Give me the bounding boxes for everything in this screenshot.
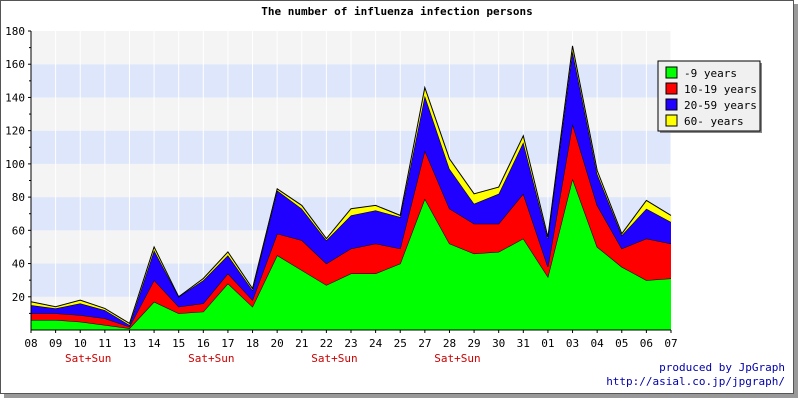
chart-plot: 20 40 60 80 100 120 140 160 180 08 09 10 11 13 14 15 16 1… — [5, 25, 762, 365]
y-tick-label: 160 — [5, 58, 25, 71]
weekend-label: Sat+Sun — [65, 352, 111, 365]
x-tick-label: 17 — [221, 337, 234, 350]
legend-label-1: 10-19 years — [684, 83, 757, 96]
y-tick-label: 120 — [5, 125, 25, 138]
y-tick-label: 20 — [12, 291, 25, 304]
credit-line-2: http://asial.co.jp/jpgraph/ — [606, 375, 785, 388]
x-tick-label: 27 — [418, 337, 431, 350]
x-tick-label: 25 — [394, 337, 407, 350]
y-tick-label: 140 — [5, 91, 25, 104]
weekend-label: Sat+Sun — [434, 352, 480, 365]
x-tick-label: 11 — [98, 337, 111, 350]
x-tick-label: 10 — [74, 337, 87, 350]
x-tick-label: 18 — [246, 337, 259, 350]
series-area-0 — [31, 178, 671, 330]
x-tick-label: 09 — [49, 337, 62, 350]
chart-frame: The number of influenza infection person… — [0, 0, 794, 394]
x-tick-label: 05 — [615, 337, 628, 350]
x-tick-label: 07 — [664, 337, 677, 350]
y-tick-label: 60 — [12, 224, 25, 237]
x-tick-label: 21 — [295, 337, 308, 350]
x-tick-label: 28 — [443, 337, 456, 350]
x-tick-label: 13 — [123, 337, 136, 350]
legend-swatch-2 — [665, 98, 678, 111]
legend-swatch-0 — [665, 66, 678, 79]
x-tick-label: 23 — [344, 337, 357, 350]
x-tick-label: 30 — [492, 337, 505, 350]
x-tick-label: 03 — [566, 337, 579, 350]
legend-label-2: 20-59 years — [684, 99, 757, 112]
weekend-label: Sat+Sun — [188, 352, 234, 365]
credit-line-1: produced by JpGraph — [659, 361, 785, 374]
x-tick-label: 16 — [197, 337, 210, 350]
x-tick-label: 14 — [147, 337, 161, 350]
legend-label-3: 60- years — [684, 115, 744, 128]
y-tick-label: 80 — [12, 191, 25, 204]
y-tick-label: 180 — [5, 25, 25, 38]
y-tick-label: 100 — [5, 158, 25, 171]
x-tick-label: 06 — [640, 337, 653, 350]
x-tick-label: 22 — [320, 337, 333, 350]
series-line-3 — [30, 45, 672, 325]
x-tick-label: 29 — [467, 337, 480, 350]
legend-swatch-1 — [665, 82, 678, 95]
x-tick-label: 08 — [24, 337, 37, 350]
x-tick-label: 04 — [591, 337, 605, 350]
y-tick-label: 40 — [12, 258, 25, 271]
x-tick-label: 20 — [271, 337, 284, 350]
legend-label-0: -9 years — [684, 67, 737, 80]
credit-block: produced by JpGraph http://asial.co.jp/j… — [606, 361, 785, 389]
weekend-label: Sat+Sun — [311, 352, 357, 365]
legend-swatch-3 — [665, 114, 678, 127]
x-tick-label: 24 — [369, 337, 383, 350]
chart-title: The number of influenza infection person… — [261, 5, 533, 18]
x-tick-label: 01 — [541, 337, 554, 350]
x-tick-label: 15 — [172, 337, 185, 350]
x-tick-label: 31 — [517, 337, 530, 350]
